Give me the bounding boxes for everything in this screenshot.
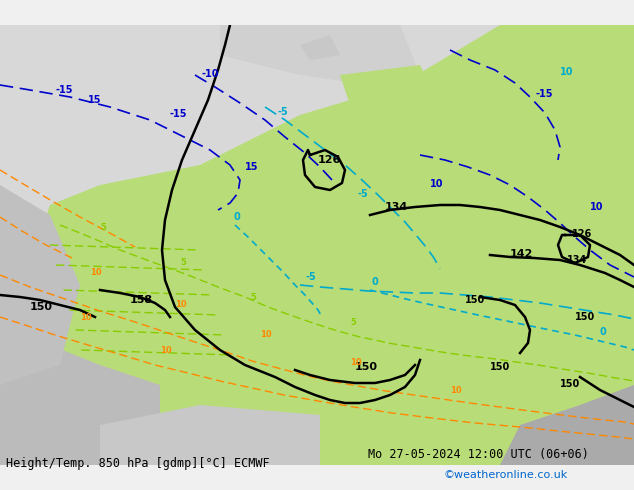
Polygon shape bbox=[300, 35, 340, 60]
Text: ©weatheronline.co.uk: ©weatheronline.co.uk bbox=[444, 470, 568, 480]
Text: 150: 150 bbox=[560, 379, 580, 389]
Text: 10: 10 bbox=[450, 386, 462, 395]
Text: 10: 10 bbox=[590, 202, 604, 212]
Text: -15: -15 bbox=[535, 89, 552, 99]
Text: 10: 10 bbox=[560, 67, 574, 77]
Text: -15: -15 bbox=[170, 109, 188, 119]
Text: 5: 5 bbox=[180, 258, 186, 267]
Text: 5: 5 bbox=[100, 223, 106, 232]
Polygon shape bbox=[100, 405, 320, 465]
Text: 15: 15 bbox=[88, 95, 101, 105]
Text: 10: 10 bbox=[90, 268, 101, 277]
Text: 15: 15 bbox=[245, 162, 259, 172]
Polygon shape bbox=[220, 25, 420, 85]
Text: 10: 10 bbox=[350, 358, 361, 367]
Polygon shape bbox=[280, 135, 400, 195]
Polygon shape bbox=[0, 185, 80, 385]
Text: 0: 0 bbox=[234, 212, 241, 222]
Polygon shape bbox=[560, 25, 634, 145]
Text: 150: 150 bbox=[575, 312, 595, 322]
Text: 134: 134 bbox=[567, 255, 587, 265]
Text: -15: -15 bbox=[55, 85, 72, 95]
Text: -10: -10 bbox=[202, 69, 219, 79]
Text: Mo 27-05-2024 12:00 UTC (06+06): Mo 27-05-2024 12:00 UTC (06+06) bbox=[368, 447, 588, 461]
Text: 158: 158 bbox=[130, 295, 153, 305]
Text: 10: 10 bbox=[260, 330, 271, 339]
Text: 126: 126 bbox=[572, 229, 592, 239]
Text: 134: 134 bbox=[385, 202, 408, 212]
Polygon shape bbox=[340, 65, 440, 115]
Text: 150: 150 bbox=[465, 295, 485, 305]
Text: 0: 0 bbox=[372, 277, 378, 287]
Text: 150: 150 bbox=[30, 302, 53, 312]
Text: 126: 126 bbox=[318, 155, 341, 165]
Polygon shape bbox=[30, 25, 634, 465]
Polygon shape bbox=[560, 25, 634, 85]
Text: 5: 5 bbox=[250, 293, 256, 302]
Text: 0: 0 bbox=[600, 327, 607, 337]
Polygon shape bbox=[500, 385, 634, 465]
Polygon shape bbox=[0, 345, 160, 465]
Text: 10: 10 bbox=[80, 313, 92, 322]
Text: Height/Temp. 850 hPa [gdmp][°C] ECMWF: Height/Temp. 850 hPa [gdmp][°C] ECMWF bbox=[6, 457, 270, 470]
Text: 150: 150 bbox=[490, 362, 510, 372]
Text: -5: -5 bbox=[305, 272, 316, 282]
Text: 142: 142 bbox=[510, 249, 533, 259]
Text: 10: 10 bbox=[175, 300, 186, 309]
Text: 150: 150 bbox=[355, 362, 378, 372]
Text: -5: -5 bbox=[278, 107, 288, 117]
Text: 10: 10 bbox=[160, 346, 172, 355]
Text: -5: -5 bbox=[358, 189, 369, 199]
Text: 5: 5 bbox=[350, 318, 356, 327]
Text: 10: 10 bbox=[430, 179, 444, 189]
